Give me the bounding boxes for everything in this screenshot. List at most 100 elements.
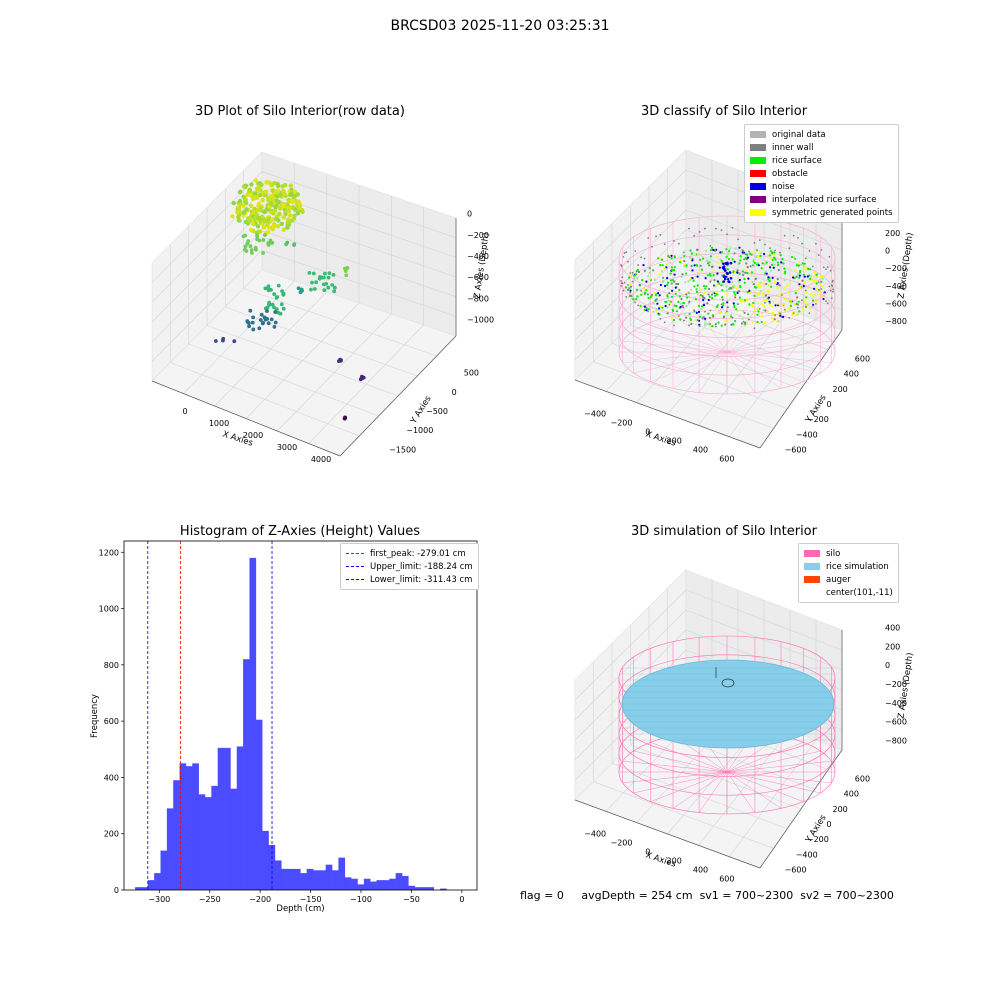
y-tick-label: −600 bbox=[785, 865, 807, 874]
x-tick-label: 2000 bbox=[243, 431, 263, 440]
simulation-plot-title: 3D simulation of Silo Interior bbox=[631, 524, 817, 539]
wall-point bbox=[737, 303, 739, 306]
histogram-bar bbox=[141, 887, 149, 890]
y-tick-label: −500 bbox=[426, 407, 448, 416]
wall-point bbox=[622, 256, 625, 258]
data-point bbox=[726, 252, 730, 255]
data-point bbox=[265, 305, 270, 310]
x-tick-label: 600 bbox=[719, 875, 734, 884]
data-point bbox=[274, 307, 279, 311]
x-tick-label: 1000 bbox=[209, 419, 229, 428]
data-point bbox=[214, 339, 218, 343]
data-point bbox=[780, 304, 784, 307]
histogram-bar bbox=[243, 659, 250, 890]
data-point bbox=[683, 254, 686, 257]
wall-point bbox=[832, 290, 834, 293]
y-tick-label: 600 bbox=[855, 775, 870, 784]
data-point bbox=[726, 306, 729, 309]
data-point bbox=[765, 282, 768, 286]
x-tick-label: 400 bbox=[693, 446, 708, 455]
data-point bbox=[811, 279, 814, 282]
data-point bbox=[272, 292, 277, 296]
data-point bbox=[653, 291, 656, 294]
silo-spoke bbox=[633, 750, 728, 773]
z-tick-label: 400 bbox=[885, 623, 900, 632]
wall-point bbox=[774, 249, 776, 252]
data-point bbox=[809, 268, 812, 271]
data-point bbox=[808, 307, 812, 310]
wall-point bbox=[829, 289, 832, 292]
data-point bbox=[293, 207, 298, 212]
data-point bbox=[701, 294, 704, 298]
data-point bbox=[773, 318, 776, 321]
data-point bbox=[752, 252, 755, 255]
grid-line bbox=[685, 589, 843, 651]
data-point bbox=[245, 319, 250, 323]
data-point bbox=[244, 249, 249, 253]
data-point bbox=[699, 294, 702, 297]
data-point bbox=[801, 310, 804, 313]
data-point bbox=[757, 254, 760, 257]
data-point bbox=[728, 258, 731, 261]
y-tick-label: 400 bbox=[844, 370, 859, 379]
wall-point bbox=[737, 238, 739, 241]
data-point bbox=[814, 287, 818, 290]
x-axis-line bbox=[574, 799, 761, 869]
data-point bbox=[817, 288, 821, 291]
data-point bbox=[783, 297, 786, 300]
y-tick-label: −400 bbox=[796, 430, 818, 439]
data-point bbox=[266, 288, 271, 293]
x-tick-label: −50 bbox=[403, 895, 420, 904]
data-point bbox=[672, 309, 675, 313]
data-point bbox=[628, 276, 631, 279]
data-point bbox=[749, 252, 752, 255]
data-point bbox=[752, 301, 755, 305]
data-point bbox=[256, 229, 262, 234]
legend-label: obstacle bbox=[772, 168, 808, 179]
data-point bbox=[722, 302, 725, 305]
data-point bbox=[794, 269, 797, 272]
wall-point bbox=[830, 297, 833, 299]
wall-point bbox=[797, 237, 799, 239]
data-point bbox=[794, 292, 797, 295]
histogram-bar bbox=[160, 850, 168, 890]
data-point bbox=[716, 304, 719, 307]
histogram-bar bbox=[344, 877, 352, 890]
noise-point bbox=[724, 269, 727, 272]
raw-3d-axes: 010002000300040005000−500−1000−15000−200… bbox=[151, 151, 494, 464]
data-point bbox=[763, 263, 766, 266]
wall-point bbox=[720, 303, 723, 306]
wall-point bbox=[748, 250, 750, 253]
data-point bbox=[784, 270, 787, 273]
data-point bbox=[739, 285, 742, 288]
data-point bbox=[658, 313, 661, 316]
data-point bbox=[738, 296, 742, 299]
wall-point bbox=[663, 321, 666, 324]
data-point bbox=[754, 309, 757, 312]
silo-spoke bbox=[633, 771, 728, 794]
data-point bbox=[689, 249, 692, 252]
wall-point bbox=[715, 325, 717, 328]
raw-plot-title: 3D Plot of Silo Interior(row data) bbox=[195, 104, 405, 119]
data-point bbox=[662, 276, 665, 279]
data-point bbox=[672, 318, 676, 322]
data-point bbox=[668, 292, 671, 295]
y-tick-label: 1200 bbox=[99, 548, 119, 557]
data-point bbox=[332, 289, 337, 294]
data-point bbox=[764, 294, 768, 297]
data-point bbox=[690, 264, 693, 268]
data-point bbox=[797, 273, 800, 276]
data-point bbox=[669, 261, 672, 264]
wall-point bbox=[829, 269, 832, 272]
data-point bbox=[803, 266, 806, 269]
data-point bbox=[257, 238, 262, 243]
wall-point bbox=[643, 293, 646, 296]
wall-point bbox=[748, 318, 750, 321]
data-point bbox=[664, 284, 667, 288]
histogram-bar bbox=[236, 746, 244, 890]
data-point bbox=[273, 310, 278, 314]
data-point bbox=[716, 255, 719, 258]
data-point bbox=[647, 275, 650, 278]
x-tick-label: 600 bbox=[719, 455, 734, 464]
data-point bbox=[809, 275, 812, 278]
